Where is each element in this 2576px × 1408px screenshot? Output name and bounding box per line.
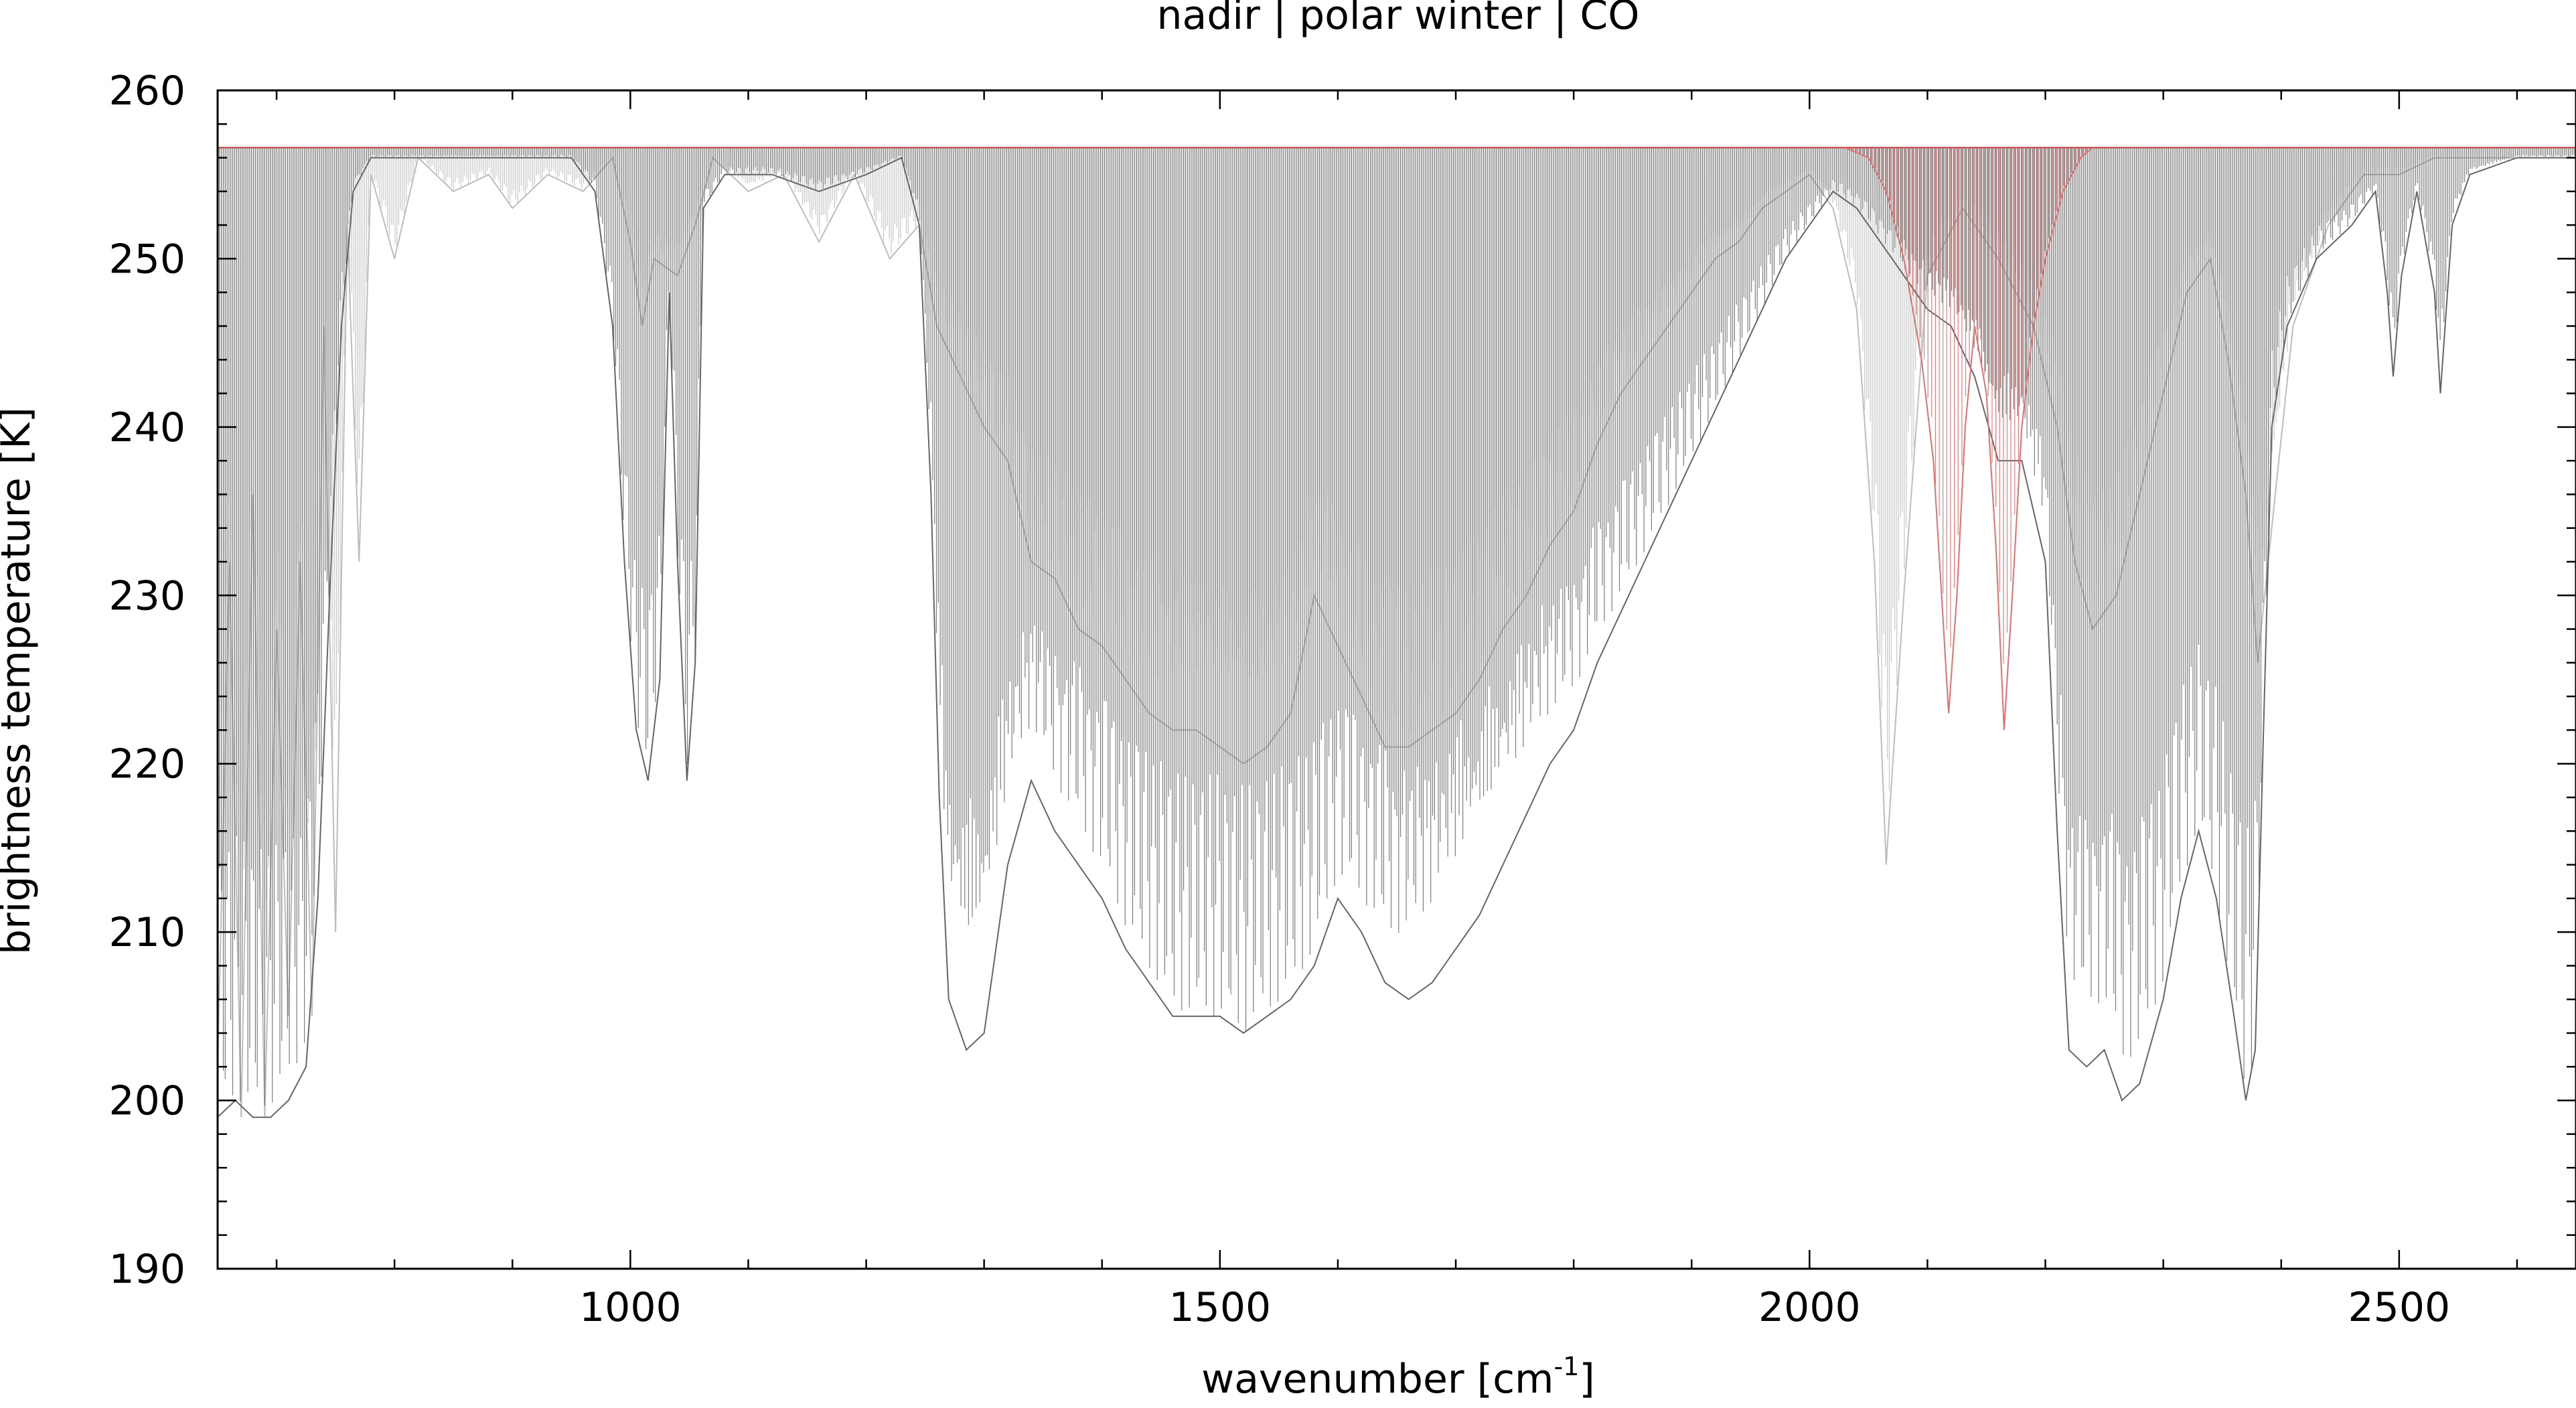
x-tick-label: 1500 [1168,1284,1271,1331]
series-lines-3 [1848,147,2091,664]
y-tick-label: 190 [108,1246,185,1293]
axes-layer: 190 200 210 220 230 240 250 260 1000 1500 2000 2500 [108,68,2576,1331]
x-axis-label-sup: -1 [1554,1352,1580,1381]
y-tick-label: 260 [108,68,185,114]
chart-title: nadir | polar winter | CO [1157,0,1640,39]
y-tick-label: 220 [108,741,185,788]
y-tick-label: 240 [108,404,185,451]
y-tick-label: 230 [108,572,185,619]
x-tick-label: 2500 [2348,1284,2450,1331]
series-envelope-3 [1844,147,2093,730]
x-axis-label-suffix: ] [1579,1356,1594,1403]
y-tick-label: 250 [108,236,185,283]
x-axis-label-main: wavenumber [cm [1201,1356,1554,1403]
y-tick-label: 210 [108,909,185,956]
y-axis-label: brightness temperature [K] [0,407,40,955]
y-tick-label: 200 [108,1078,185,1125]
x-tick-label: 1000 [579,1284,682,1331]
plot-frame [216,89,2576,1270]
series-envelope-2 [217,157,2576,1118]
x-tick-label: 2000 [1758,1284,1861,1331]
series-layer [217,147,2576,1118]
x-axis-label: wavenumber [cm-1] [1201,1352,1595,1403]
